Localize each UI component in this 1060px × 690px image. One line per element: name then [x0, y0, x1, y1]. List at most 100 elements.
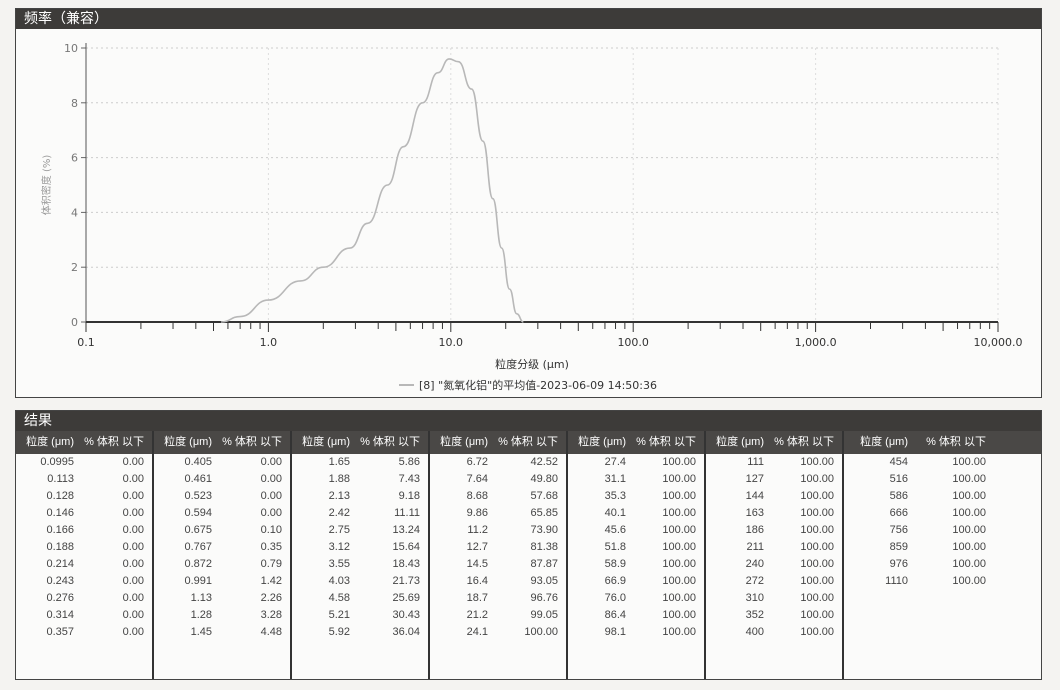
volume-value: 100.00 [662, 575, 696, 587]
table-row: 0.128 0.00 [16, 488, 152, 505]
volume-value: 0.10 [260, 524, 282, 536]
volume-value: 100.00 [800, 609, 834, 621]
table-row: 0.594 0.00 [154, 505, 290, 522]
table-row: 5.92 36.04 [292, 624, 428, 641]
size-header: 粒度 (μm) [302, 436, 350, 448]
volume-value: 100.00 [662, 473, 696, 485]
y-tick-label: 2 [71, 261, 78, 274]
volume-value: 93.05 [530, 575, 558, 587]
table-row: 454 100.00 [844, 454, 1039, 471]
results-column: 粒度 (μm) % 体积 以下 0.405 0.00 0.461 0.00 0.523 0.0… [154, 431, 292, 679]
table-row: 0.276 0.00 [16, 590, 152, 607]
table-row: 0.188 0.00 [16, 539, 152, 556]
size-value: 51.8 [604, 541, 626, 553]
x-tick-label: 1.0 [260, 336, 278, 349]
y-tick-label: 4 [71, 206, 78, 219]
volume-header: % 体积 以下 [84, 436, 144, 448]
volume-header: % 体积 以下 [498, 436, 558, 448]
table-row: 12.7 81.38 [430, 539, 566, 556]
table-row: 3.12 15.64 [292, 539, 428, 556]
size-value: 3.55 [328, 558, 350, 570]
table-row: 21.2 99.05 [430, 607, 566, 624]
y-tick-label: 0 [71, 316, 78, 329]
table-row: 144 100.00 [706, 488, 842, 505]
size-value: 310 [745, 592, 764, 604]
table-row: 1.28 3.28 [154, 607, 290, 624]
volume-value: 100.00 [800, 558, 834, 570]
volume-value: 100.00 [952, 490, 986, 502]
column-header: 粒度 (μm) % 体积 以下 [154, 431, 290, 454]
volume-value: 81.38 [530, 541, 558, 553]
size-value: 66.9 [604, 575, 626, 587]
size-value: 211 [746, 541, 764, 553]
volume-value: 0.00 [122, 592, 144, 604]
x-axis-label: 粒度分级 (μm) [495, 357, 569, 371]
size-value: 0.243 [46, 575, 74, 587]
size-value: 5.92 [328, 626, 350, 638]
size-value: 272 [745, 575, 764, 587]
table-row: 98.1 100.00 [568, 624, 704, 641]
volume-value: 0.35 [260, 541, 282, 553]
volume-value: 1.42 [260, 575, 282, 587]
size-value: 1.88 [328, 473, 350, 485]
volume-value: 100.00 [800, 524, 834, 536]
size-value: 976 [889, 558, 908, 570]
size-value: 666 [889, 507, 908, 519]
table-row: 0.405 0.00 [154, 454, 290, 471]
volume-value: 0.00 [122, 524, 144, 536]
volume-value: 100.00 [662, 592, 696, 604]
table-row: 45.6 100.00 [568, 522, 704, 539]
volume-value: 13.24 [392, 524, 420, 536]
table-row: 8.68 57.68 [430, 488, 566, 505]
size-value: 2.42 [328, 507, 350, 519]
size-value: 18.7 [466, 592, 488, 604]
volume-value: 9.18 [398, 490, 420, 502]
volume-header: % 体积 以下 [774, 436, 834, 448]
table-row: 5.21 30.43 [292, 607, 428, 624]
table-row: 2.75 13.24 [292, 522, 428, 539]
x-tick-label: 10,000.0 [974, 336, 1023, 349]
table-row: 0.113 0.00 [16, 471, 152, 488]
volume-value: 11.11 [394, 507, 420, 519]
table-row: 0.461 0.00 [154, 471, 290, 488]
size-value: 127 [745, 473, 764, 485]
table-row: 11.2 73.90 [430, 522, 566, 539]
size-value: 4.03 [328, 575, 350, 587]
volume-value: 100.00 [800, 473, 834, 485]
table-row: 86.4 100.00 [568, 607, 704, 624]
volume-value: 100.00 [524, 626, 558, 638]
size-value: 24.1 [466, 626, 488, 638]
volume-value: 0.00 [260, 473, 282, 485]
volume-value: 100.00 [952, 473, 986, 485]
table-row: 0.166 0.00 [16, 522, 152, 539]
size-value: 0.0995 [40, 456, 74, 468]
size-value: 9.86 [466, 507, 488, 519]
table-row: 31.1 100.00 [568, 471, 704, 488]
volume-value: 30.43 [392, 609, 420, 621]
table-row: 9.86 65.85 [430, 505, 566, 522]
size-header: 粒度 (μm) [26, 436, 74, 448]
table-row: 1110 100.00 [844, 573, 1039, 590]
size-value: 1.65 [328, 456, 350, 468]
table-row: 516 100.00 [844, 471, 1039, 488]
size-value: 111 [747, 456, 764, 468]
volume-value: 99.05 [530, 609, 558, 621]
volume-value: 100.00 [662, 507, 696, 519]
table-row: 0.214 0.00 [16, 556, 152, 573]
column-header: 粒度 (μm) % 体积 以下 [292, 431, 428, 454]
size-value: 12.7 [466, 541, 488, 553]
volume-value: 0.79 [260, 558, 282, 570]
size-value: 0.357 [46, 626, 74, 638]
size-value: 1.13 [190, 592, 212, 604]
size-header: 粒度 (μm) [164, 436, 212, 448]
size-value: 3.12 [328, 541, 350, 553]
size-value: 0.872 [184, 558, 212, 570]
x-tick-label: 100.0 [617, 336, 649, 349]
size-value: 0.991 [184, 575, 212, 587]
table-row: 272 100.00 [706, 573, 842, 590]
volume-value: 100.00 [662, 541, 696, 553]
size-value: 186 [745, 524, 764, 536]
volume-value: 0.00 [122, 626, 144, 638]
size-value: 5.21 [328, 609, 350, 621]
volume-value: 0.00 [260, 490, 282, 502]
